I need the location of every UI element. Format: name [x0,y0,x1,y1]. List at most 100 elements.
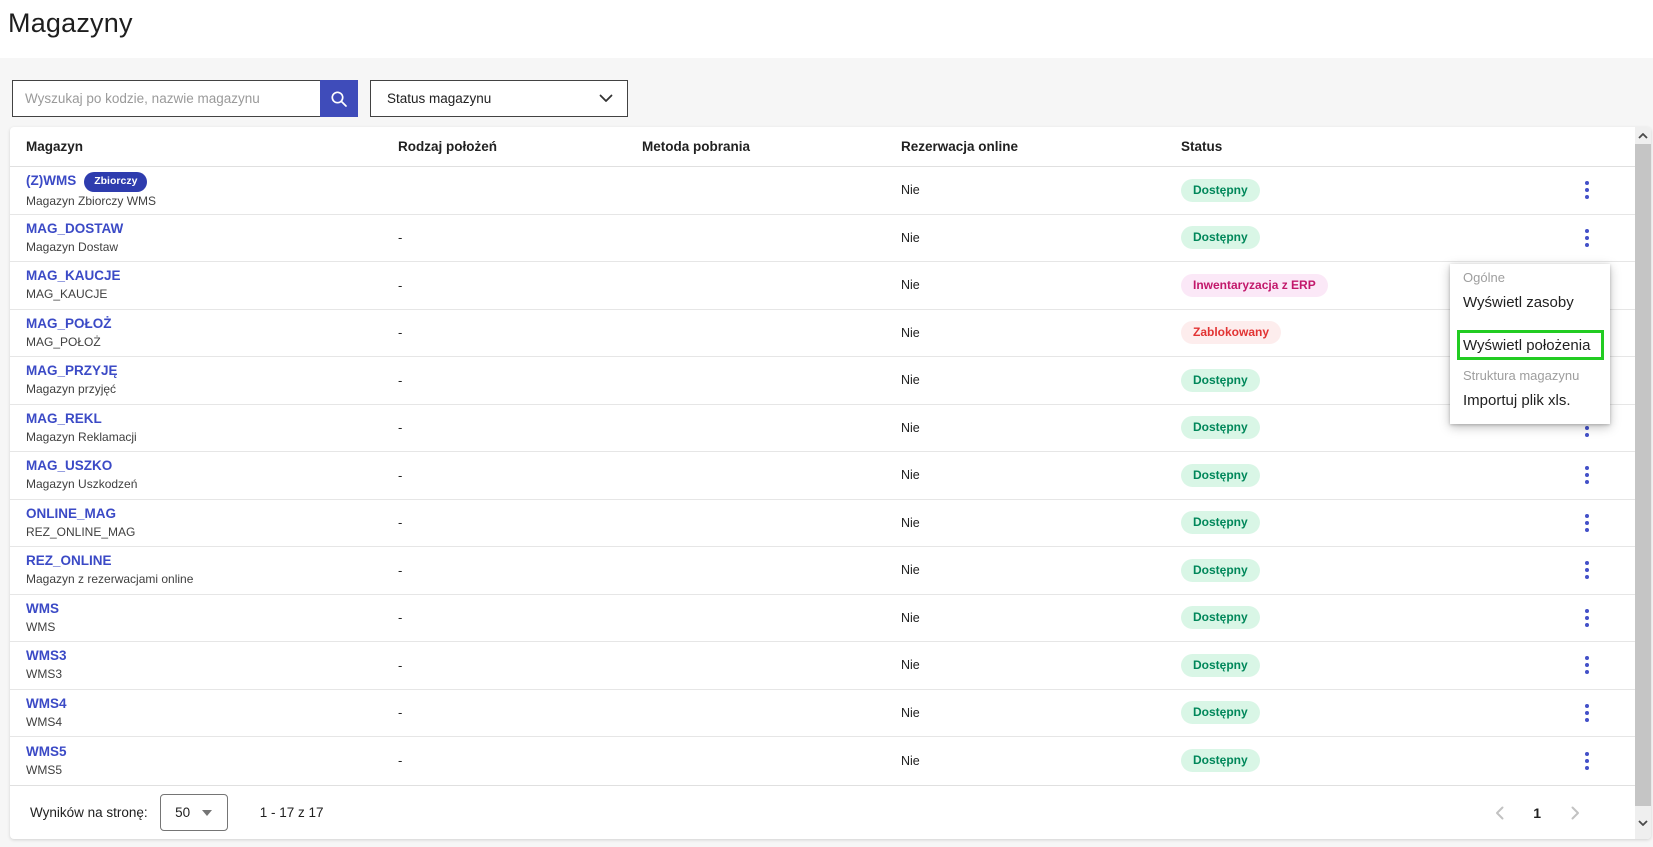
status-badge: Dostępny [1181,416,1260,440]
status-filter-select[interactable]: Status magazynu [370,80,628,117]
warehouse-subtitle: Magazyn Dostaw [26,239,119,254]
current-page-number: 1 [1533,804,1541,821]
kebab-vertical-dots-icon[interactable] [1577,464,1597,486]
kebab-vertical-dots-icon[interactable] [1577,512,1597,534]
table-header-row: Magazyn Rodzaj położeń Metoda pobrania R… [10,127,1635,167]
scrollbar-thumb[interactable] [1635,144,1651,806]
warehouse-subtitle: MAG_KAUCJE [26,287,108,302]
location-type-cell: - [398,562,403,578]
online-reservation-cell: Nie [901,753,920,768]
magnifier-icon [329,89,349,109]
warehouse-subtitle: REZ_ONLINE_MAG [26,524,136,539]
scroll-down-icon[interactable] [1635,815,1651,831]
location-type-cell: - [398,230,403,246]
status-badge: Inwentaryzacja z ERP [1181,273,1328,297]
location-type-cell: - [398,753,403,769]
scroll-up-icon[interactable] [1635,128,1651,144]
status-badge: Dostępny [1181,653,1260,677]
online-reservation-cell: Nie [901,563,920,578]
status-filter-label: Status magazynu [387,91,492,106]
warehouse-subtitle: Magazyn przyjęć [26,382,117,397]
kebab-vertical-dots-icon[interactable] [1577,227,1597,249]
warehouse-link[interactable]: (Z)WMS [26,172,77,188]
table-row: WMS3 WMS3 - Nie Dostępny [10,642,1635,690]
warehouse-subtitle: WMS [26,619,56,634]
location-type-cell: - [398,372,403,388]
warehouse-subtitle: WMS5 [26,762,62,777]
table-row: MAG_KAUCJE MAG_KAUCJE - Nie Inwentaryzacj… [10,262,1635,310]
next-page-button[interactable] [1563,801,1587,825]
online-reservation-cell: Nie [901,278,920,293]
status-badge: Dostępny [1181,368,1260,392]
status-badge: Zablokowany [1181,321,1282,345]
per-page-select[interactable]: 50 [159,794,228,831]
vertical-scrollbar[interactable] [1635,127,1651,839]
kebab-vertical-dots-icon[interactable] [1577,179,1597,201]
warehouse-link[interactable]: WMS3 [26,648,67,664]
zbiorczy-badge: Zbiorczy [84,171,148,192]
online-reservation-cell: Nie [901,420,920,435]
online-reservation-cell: Nie [901,658,920,673]
warehouse-link[interactable]: WMS4 [26,695,67,711]
table-row: MAG_PRZYJĘ Magazyn przyjęć - Nie Dostępny [10,357,1635,405]
column-header-rezerwacja-online: Rezerwacja online [901,139,1019,154]
results-range: 1 - 17 z 17 [259,805,324,820]
menu-item-show-locations[interactable]: Wyświetl położenia [1463,336,1591,354]
status-badge: Dostępny [1181,749,1260,773]
warehouse-link[interactable]: REZ_ONLINE [26,553,112,569]
table-row: REZ_ONLINE Magazyn z rezerwacjami online … [10,547,1635,595]
table-row: WMS WMS - Nie Dostępny [10,595,1635,642]
warehouse-link[interactable]: MAG_DOSTAW [26,220,124,236]
warehouse-link[interactable]: ONLINE_MAG [26,505,117,521]
context-menu-section-general: Ogólne [1463,270,1505,285]
column-header-magazyn: Magazyn [26,139,84,154]
table-row: MAG_REKL Magazyn Reklamacji - Nie Dostępn… [10,405,1635,452]
page-title: Magazyny [8,8,133,38]
location-type-cell: - [398,705,403,721]
chevron-down-icon [599,94,613,103]
warehouse-link[interactable]: WMS5 [26,743,67,759]
table-row: WMS5 WMS5 - Nie Dostępny [10,737,1635,785]
status-badge: Dostępny [1181,701,1260,725]
warehouse-link[interactable]: WMS [26,600,59,616]
table-row: MAG_POŁOŻ MAG_POŁOŻ - Nie Zablokowany [10,310,1635,357]
kebab-vertical-dots-icon[interactable] [1577,607,1597,629]
warehouse-link[interactable]: MAG_POŁOŻ [26,315,112,331]
location-type-cell: - [398,515,403,531]
column-header-status: Status [1181,139,1223,154]
previous-page-button[interactable] [1487,801,1511,825]
status-badge: Dostępny [1181,226,1260,250]
table-footer: Wyników na stronę: 50 1 - 17 z 17 1 [10,785,1635,839]
status-badge: Dostępny [1181,606,1260,630]
location-type-cell: - [398,610,403,626]
search-button[interactable] [320,80,358,117]
kebab-vertical-dots-icon[interactable] [1577,654,1597,676]
warehouse-link[interactable]: MAG_PRZYJĘ [26,363,118,379]
per-page-label: Wyników na stronę: [30,805,148,820]
location-type-cell: - [398,325,403,341]
warehouse-link[interactable]: MAG_REKL [26,410,102,426]
warehouse-link[interactable]: MAG_USZKO [26,458,113,474]
search-group [12,80,358,117]
kebab-vertical-dots-icon[interactable] [1577,750,1597,772]
kebab-vertical-dots-icon[interactable] [1577,702,1597,724]
online-reservation-cell: Nie [901,610,920,625]
warehouse-subtitle: Magazyn Uszkodzeń [26,477,138,492]
online-reservation-cell: Nie [901,468,920,483]
menu-item-import-xls[interactable]: Importuj plik xls. [1463,392,1571,409]
warehouse-subtitle: Magazyn Zbiorczy WMS [26,193,157,208]
status-badge: Dostępny [1181,178,1260,202]
column-header-rodzaj-polozen: Rodzaj położeń [398,139,497,154]
menu-item-show-resources[interactable]: Wyświetl zasoby [1463,294,1574,311]
table-row: ONLINE_MAG REZ_ONLINE_MAG - Nie Dostępny [10,500,1635,547]
row-context-menu: Ogólne Wyświetl zasoby Wyświetl położeni… [1450,264,1610,424]
kebab-vertical-dots-icon[interactable] [1577,559,1597,581]
table-row: MAG_DOSTAW Magazyn Dostaw - Nie Dostępny [10,215,1635,262]
context-menu-section-structure: Struktura magazynu [1463,368,1580,383]
top-bar: Magazyny [0,0,1653,58]
warehouse-subtitle: MAG_POŁOŻ [26,334,101,349]
status-badge: Dostępny [1181,558,1260,582]
location-type-cell: - [398,657,403,673]
warehouse-link[interactable]: MAG_KAUCJE [26,268,121,284]
search-input[interactable] [12,80,320,117]
